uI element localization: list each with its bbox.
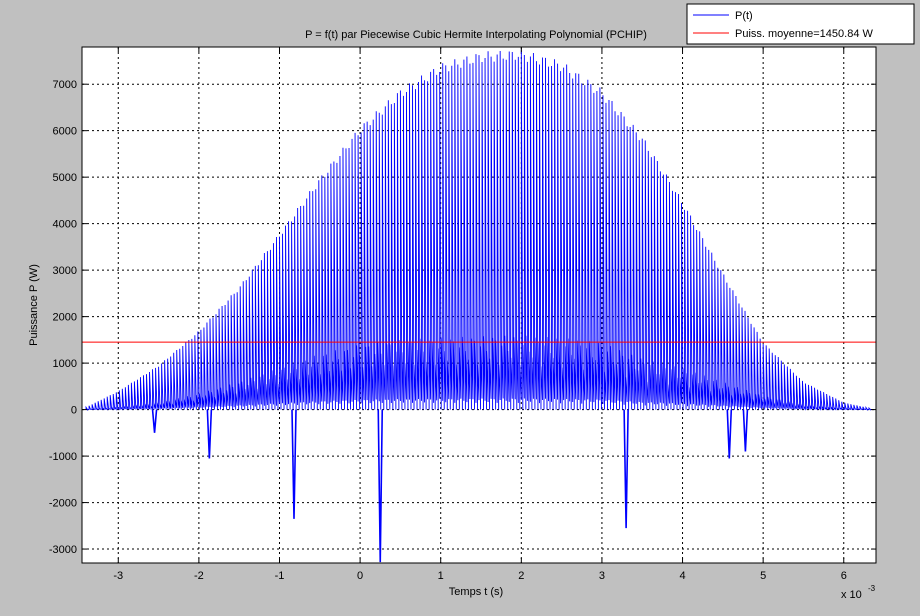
x-tick-label: 3 [599,570,605,582]
negative-spike [291,409,297,519]
y-tick-label: 4000 [53,219,77,231]
x-tick-label: 5 [760,570,766,582]
plot-frame [81,46,877,564]
y-tick-label: -2000 [49,498,77,510]
negative-spike [742,409,749,452]
y-tick-label: 3000 [53,265,77,277]
x-tick-label: -3 [113,570,123,582]
x-multiplier-exponent: -3 [868,584,876,593]
negative-spike [206,409,213,459]
x-tick-label: 1 [438,570,444,582]
series-power-line [85,49,872,412]
negative-spike [623,409,629,529]
y-tick-label: 7000 [53,79,77,91]
y-tick-label: -3000 [49,544,77,556]
y-axis-label: Puissance P (W) [28,264,40,346]
legend-label-p: P(t) [735,10,753,22]
negative-spike [151,409,158,433]
y-tick-label: 0 [71,405,77,417]
x-tick-label: 6 [841,570,847,582]
legend-box [686,3,915,45]
y-tick-label: 1000 [53,358,77,370]
axes: -3 -2 -1 0 1 2 3 4 5 6 -3000 -2000 -1000 0 1000 2000 300… [49,47,876,582]
x-tick-label: 4 [679,570,685,582]
y-tick-label: -1000 [49,451,77,463]
negative-spike [377,409,384,563]
x-tick-label: -2 [194,570,204,582]
legend: P(t) Puiss. moyenne=1450.84 W [686,3,915,45]
x-axis-label: Temps t (s) [449,586,503,598]
legend-label-mean: Puiss. moyenne=1450.84 W [735,28,874,40]
negative-spike [726,409,733,459]
x-tick-label: 2 [518,570,524,582]
x-tick-label: 0 [357,570,363,582]
y-tick-label: 2000 [53,312,77,324]
y-tick-label: 6000 [53,126,77,138]
y-tick-label: 5000 [53,172,77,184]
grid [82,47,876,563]
x-multiplier-label: x 10 [841,589,862,601]
chart-title: P = f(t) par Piecewise Cubic Hermite Int… [305,29,647,41]
x-tick-label: -1 [275,570,285,582]
data-layer [85,49,872,563]
